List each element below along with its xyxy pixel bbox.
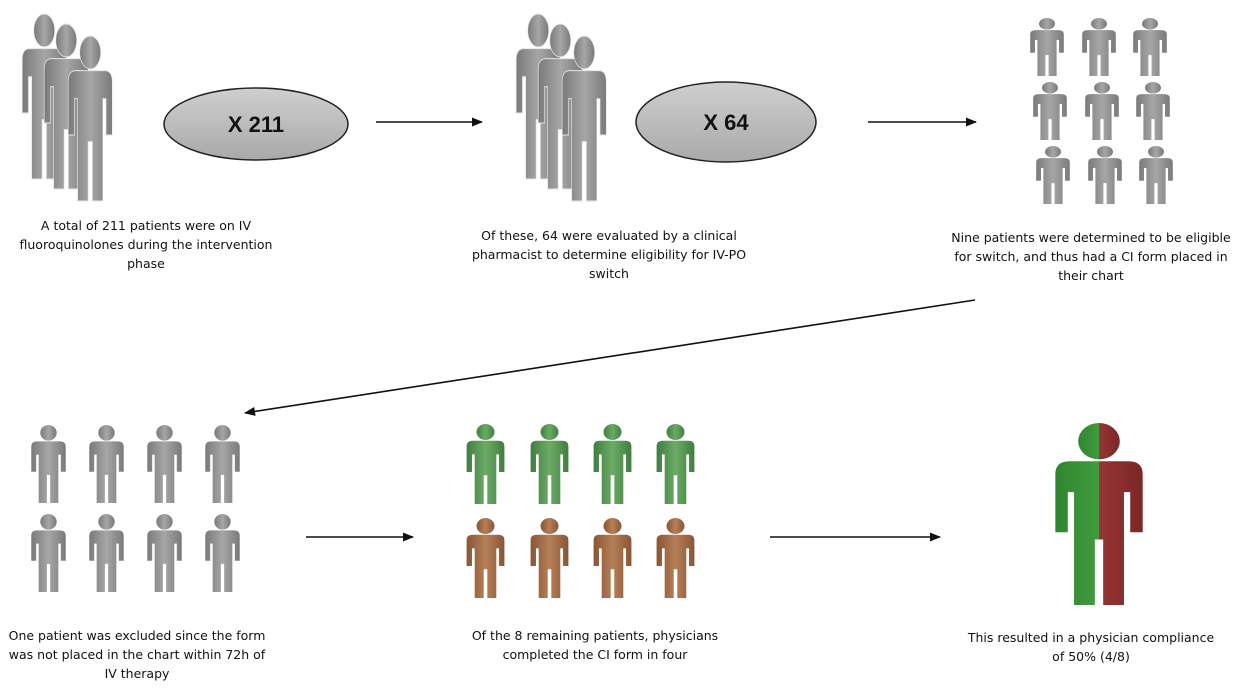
- person-icon: [1085, 82, 1119, 140]
- person-icon: [31, 514, 66, 592]
- person-icon: [89, 514, 124, 592]
- caption-step-6: This resulted in a physician compliance …: [967, 630, 1215, 664]
- noncompliant-half: [1098, 423, 1143, 605]
- person-icon: [656, 518, 695, 598]
- person-icon: [205, 425, 240, 503]
- person-icon: [1133, 18, 1167, 76]
- person-icon: [31, 425, 66, 503]
- count-badge-64: X 64: [635, 81, 817, 163]
- person-icon: [147, 514, 182, 592]
- compliance-person-icon: [1055, 423, 1143, 605]
- physician-completion-grid: [466, 424, 695, 598]
- caption-step-4: One patient was excluded since the form …: [8, 628, 266, 681]
- person-icon: [89, 425, 124, 503]
- person-icon: [1088, 146, 1122, 204]
- person-icon: [466, 518, 505, 598]
- patient-crowd-64: [515, 13, 608, 202]
- caption-step-2: Of these, 64 were evaluated by a clinica…: [471, 228, 747, 281]
- count-badge-211: X 211: [163, 87, 349, 161]
- patient-crowd-211: [21, 13, 114, 202]
- person-icon: [205, 514, 240, 592]
- person-icon: [1030, 18, 1064, 76]
- person-icon: [1082, 18, 1116, 76]
- person-icon: [1033, 82, 1067, 140]
- person-icon: [593, 518, 632, 598]
- caption-step-5: Of the 8 remaining patients, physicians …: [471, 628, 719, 662]
- person-icon: [530, 518, 569, 598]
- badge-label: X 64: [703, 110, 749, 135]
- caption-step-3: Nine patients were determined to be elig…: [951, 230, 1231, 283]
- caption-step-1: A total of 211 patients were on IV fluor…: [19, 218, 273, 271]
- person-icon: [530, 424, 569, 504]
- person-icon: [1139, 146, 1173, 204]
- person-icon: [656, 424, 695, 504]
- person-icon: [466, 424, 505, 504]
- patient-grid-9: [1030, 18, 1173, 204]
- badge-label: X 211: [228, 112, 284, 137]
- arrow-icon: [243, 299, 976, 416]
- person-icon: [1136, 82, 1170, 140]
- person-icon: [147, 425, 182, 503]
- patient-grid-8: [31, 425, 240, 592]
- person-icon: [1036, 146, 1070, 204]
- person-icon: [593, 424, 632, 504]
